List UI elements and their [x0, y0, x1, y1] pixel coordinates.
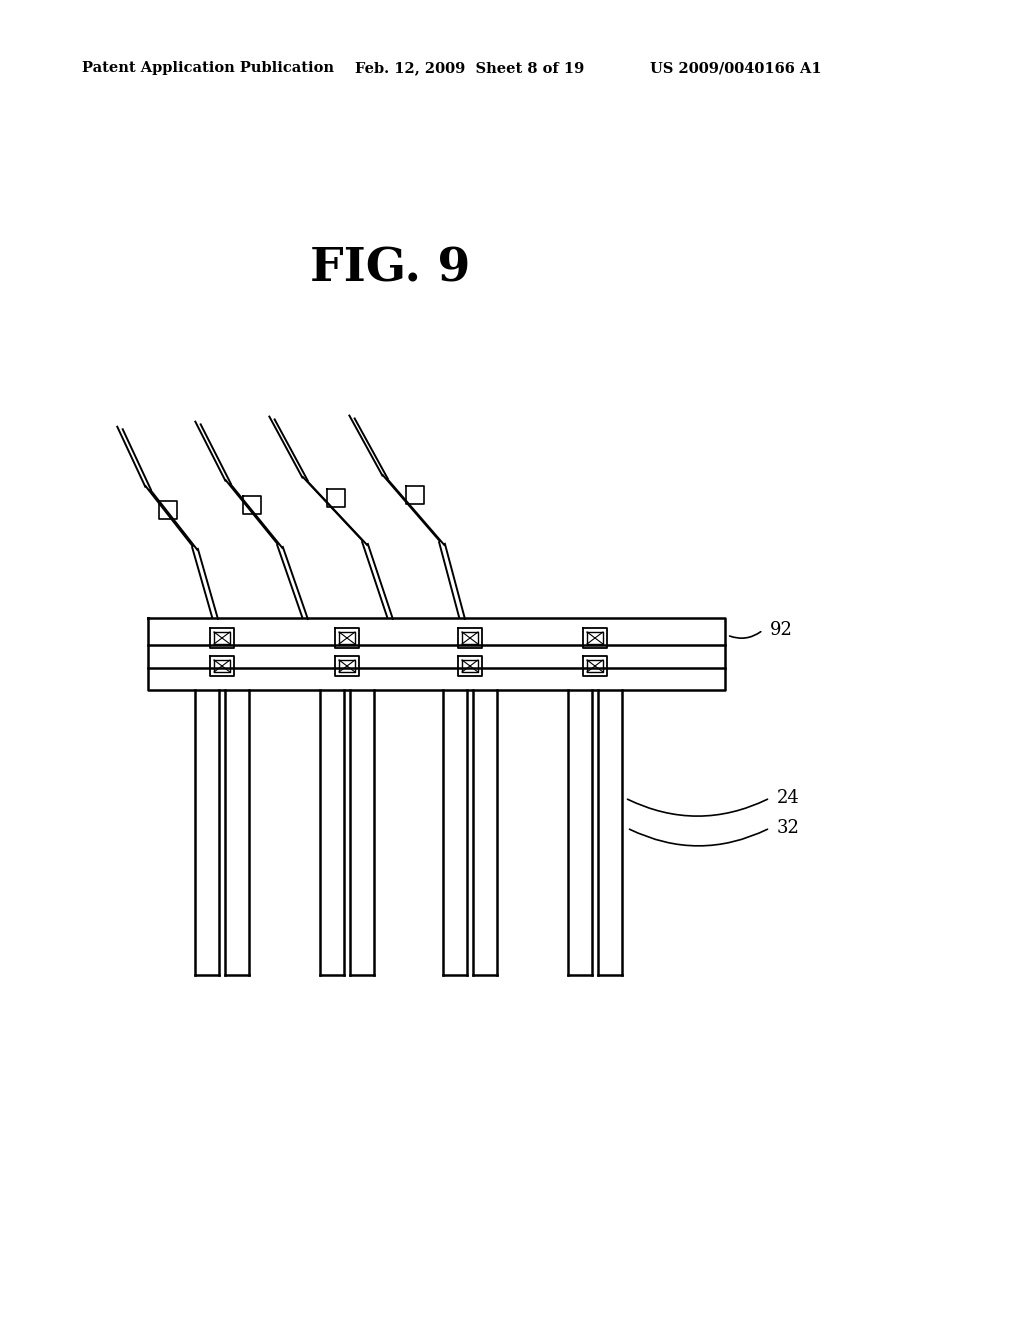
Text: 32: 32 [777, 818, 800, 837]
Text: FIG. 9: FIG. 9 [310, 246, 470, 290]
Text: Patent Application Publication: Patent Application Publication [82, 61, 334, 75]
Text: Feb. 12, 2009  Sheet 8 of 19: Feb. 12, 2009 Sheet 8 of 19 [355, 61, 585, 75]
Text: US 2009/0040166 A1: US 2009/0040166 A1 [650, 61, 821, 75]
Text: 24: 24 [777, 789, 800, 807]
Text: 92: 92 [770, 620, 793, 639]
